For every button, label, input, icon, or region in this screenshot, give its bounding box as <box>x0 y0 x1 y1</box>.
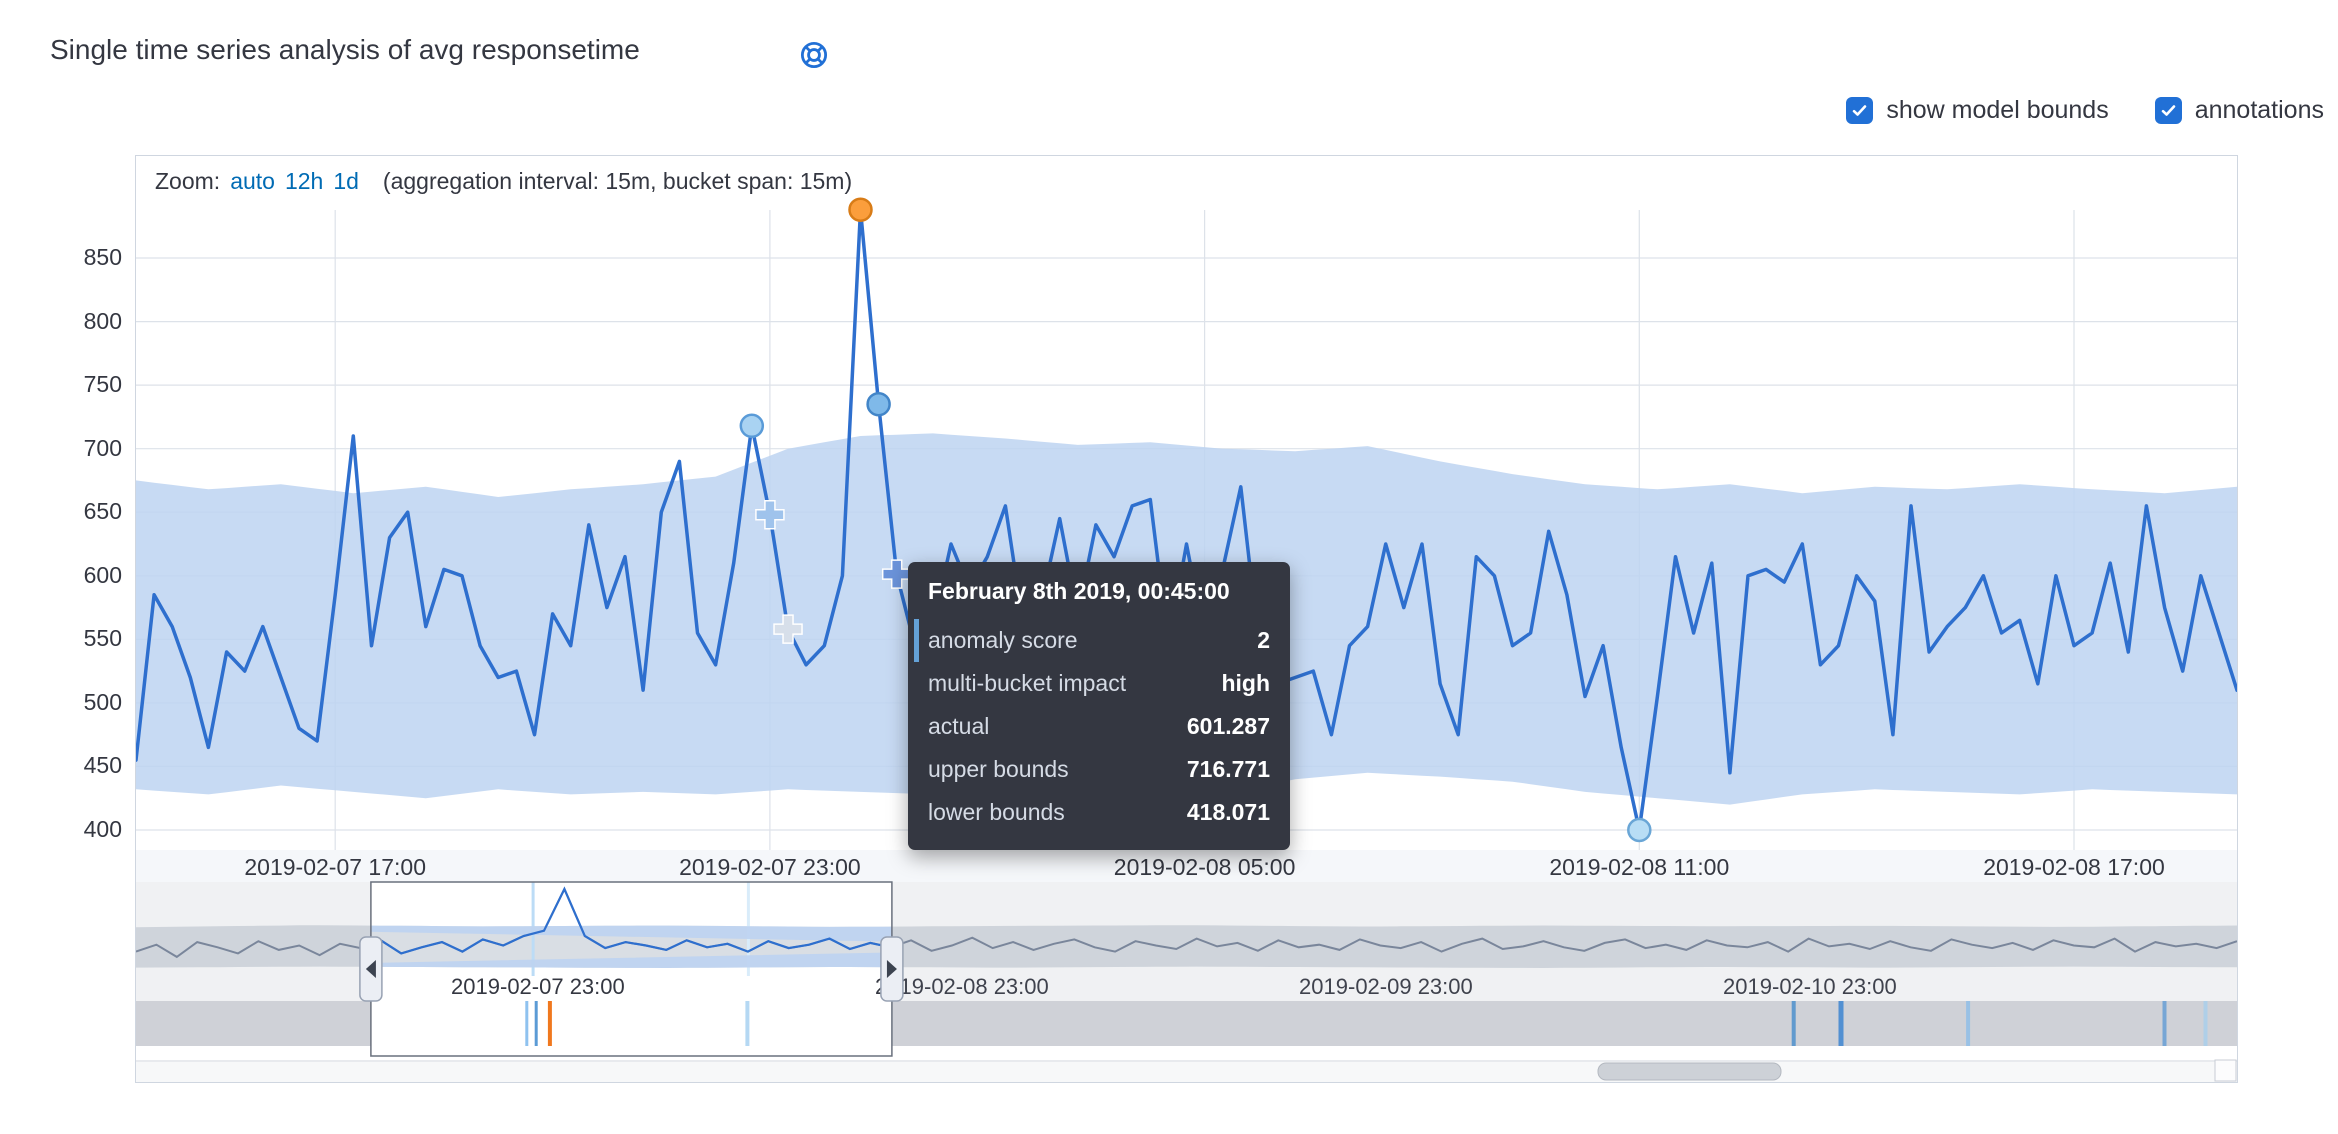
tooltip-label: actual <box>928 713 990 739</box>
y-tick-label: 400 <box>83 815 122 842</box>
scrollbar-track[interactable] <box>136 1062 2237 1082</box>
life-ring-icon <box>800 41 828 69</box>
swimlane-anomaly-mark[interactable] <box>525 1001 529 1046</box>
anomaly-marker[interactable] <box>866 391 891 417</box>
brush-handle-left[interactable] <box>359 936 383 1002</box>
swimlane-anomaly-mark[interactable] <box>1838 1001 1844 1046</box>
tooltip-value: high <box>1221 670 1270 696</box>
check-icon <box>1853 105 1867 116</box>
scrollbar-corner <box>2214 1059 2237 1082</box>
x-tick-label: 2019-02-07 17:00 <box>244 854 426 880</box>
tooltip-label: anomaly score <box>928 627 1078 653</box>
x-tick-label: 2019-02-07 23:00 <box>679 854 861 880</box>
control-show-model-bounds[interactable]: show model bounds <box>1846 96 2109 125</box>
anomaly-marker[interactable] <box>739 413 765 439</box>
zoom-1d-link[interactable]: 1d <box>333 168 359 194</box>
swimlane-anomaly-mark[interactable] <box>2203 1001 2208 1046</box>
zoom-auto-link[interactable]: auto <box>230 168 275 194</box>
tooltip-value: 601.287 <box>1186 713 1270 739</box>
context-tick-label: 2019-02-08 23:00 <box>875 974 1049 999</box>
model-bounds-label: show model bounds <box>1886 96 2109 124</box>
swimlane-anomaly-mark[interactable] <box>534 1001 538 1046</box>
metric-line <box>136 207 2237 832</box>
tooltip-row-multi-bucket: multi-bucket impact high <box>928 662 1270 705</box>
help-icon[interactable] <box>799 40 829 70</box>
y-tick-label: 750 <box>83 371 122 398</box>
swimlane-anomaly-mark[interactable] <box>2162 1001 2167 1046</box>
y-tick-label: 600 <box>83 561 122 588</box>
zoom-12h-link[interactable]: 12h <box>284 168 324 194</box>
chart-frame: Zoom: auto 12h 1d (aggregation interval:… <box>135 155 2238 1083</box>
swimlane-anomaly-mark[interactable] <box>1966 1001 1971 1046</box>
annotations-checkbox[interactable] <box>2154 97 2182 124</box>
x-tick-label: 2019-02-08 05:00 <box>1114 854 1296 880</box>
x-tick-label: 2019-02-08 17:00 <box>1983 854 2165 880</box>
multibucket-marker[interactable] <box>881 559 912 589</box>
check-icon <box>2161 105 2175 116</box>
tooltip-value: 418.071 <box>1186 799 1270 825</box>
y-tick-label: 850 <box>83 244 122 270</box>
zoom-label: Zoom: <box>155 168 221 194</box>
anomaly-marker[interactable] <box>1627 817 1652 843</box>
tooltip-label: multi-bucket impact <box>928 670 1127 696</box>
context-tick-label: 2019-02-09 23:00 <box>1299 974 1473 999</box>
annotations-label: annotations <box>2194 96 2324 124</box>
swimlane-anomaly-mark[interactable] <box>745 1001 750 1046</box>
multibucket-marker[interactable] <box>755 500 785 530</box>
chart-controls: show model bounds annotations <box>1846 96 2324 125</box>
tooltip-value: 716.771 <box>1186 756 1270 782</box>
tooltip-row-lower-bounds: lower bounds 418.071 <box>928 791 1270 834</box>
y-tick-label: 650 <box>83 498 122 525</box>
zoom-toolbar: Zoom: auto 12h 1d (aggregation interval:… <box>155 168 852 195</box>
swimlane-anomaly-mark[interactable] <box>1791 1001 1796 1046</box>
y-tick-label: 450 <box>83 752 122 779</box>
swimlane-anomaly-mark[interactable] <box>547 1001 552 1046</box>
x-tick-label: 2019-02-08 11:00 <box>1549 854 1729 880</box>
page-title: Single time series analysis of avg respo… <box>50 34 640 65</box>
y-tick-label: 800 <box>83 307 122 334</box>
tooltip-value: 2 <box>1257 627 1270 653</box>
scrollbar-thumb[interactable] <box>1597 1062 1782 1081</box>
tooltip-label: upper bounds <box>928 756 1069 782</box>
tooltip-title: February 8th 2019, 00:45:00 <box>928 578 1230 604</box>
control-annotations[interactable]: annotations <box>2154 96 2324 125</box>
anomaly-marker[interactable] <box>848 197 873 222</box>
y-axis-labels: 850 800 750 700 650 600 550 500 450 400 <box>40 0 122 1134</box>
y-tick-label: 550 <box>83 625 122 652</box>
brush-handle-right[interactable] <box>880 936 904 1002</box>
model-bounds-checkbox[interactable] <box>1846 97 1874 124</box>
y-tick-label: 700 <box>83 434 122 461</box>
tooltip-label: lower bounds <box>928 799 1065 825</box>
anomaly-tooltip: February 8th 2019, 00:45:00 anomaly scor… <box>908 562 1290 850</box>
aggregation-interval-text: (aggregation interval: 15m, bucket span:… <box>382 168 853 194</box>
x-axis-strip <box>136 850 2237 882</box>
context-tick-label: 2019-02-10 23:00 <box>1723 974 1897 999</box>
y-tick-label: 500 <box>83 688 122 715</box>
tooltip-row-anomaly-score: anomaly score 2 <box>914 619 1270 662</box>
tooltip-row-upper-bounds: upper bounds 716.771 <box>928 748 1270 791</box>
context-tick-label: 2019-02-07 23:00 <box>451 974 625 999</box>
tooltip-row-actual: actual 601.287 <box>928 705 1270 748</box>
multibucket-marker[interactable] <box>773 614 803 644</box>
